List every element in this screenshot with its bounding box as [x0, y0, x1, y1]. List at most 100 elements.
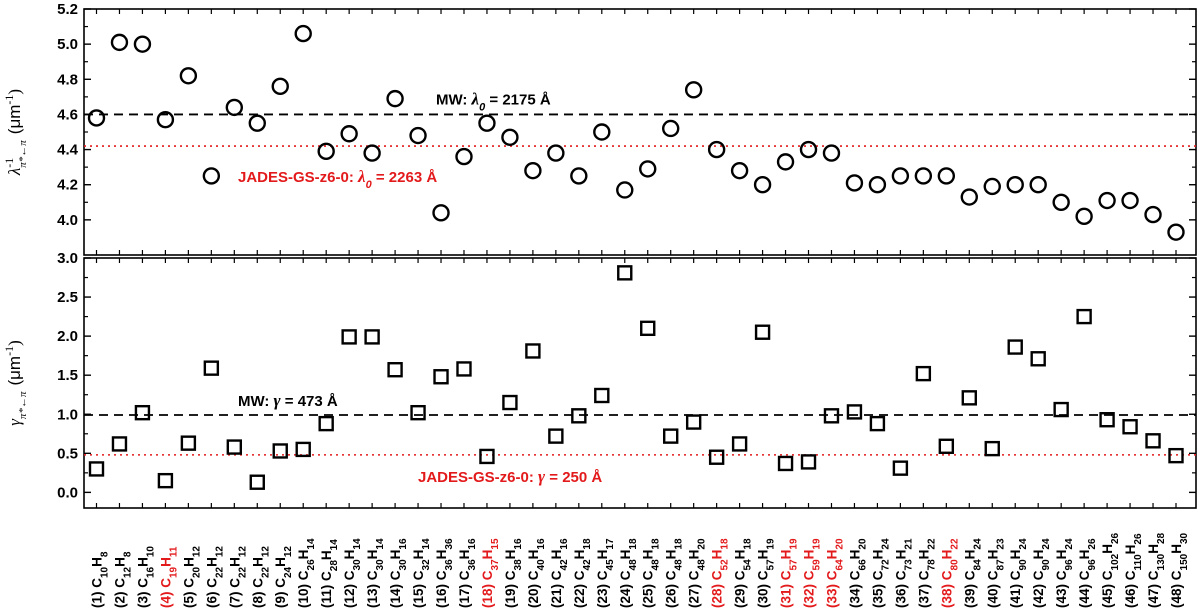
data-point: [891, 167, 910, 185]
data-point: [684, 81, 703, 99]
y-axis-label: λ-1π*←π(μm-1): [2, 89, 29, 176]
category-label: (7) C22H12: [227, 546, 248, 608]
category-label: (3) C16H10: [135, 546, 156, 608]
data-point: [800, 454, 817, 470]
y-tick-label: 4.2: [57, 177, 78, 194]
data-point: [1029, 176, 1047, 194]
data-point: [570, 167, 588, 185]
data-point: [294, 24, 312, 43]
data-point: [525, 343, 541, 359]
y-tick-label: 3.0: [57, 250, 78, 267]
category-label: (15) C32H14: [411, 538, 432, 608]
data-point: [110, 33, 129, 52]
category-label: (24) C48H18: [618, 538, 639, 608]
data-point: [156, 110, 175, 129]
category-label: (48) C150H30: [1169, 532, 1190, 608]
data-point: [892, 460, 909, 476]
data-point: [433, 369, 449, 385]
data-point: [386, 89, 404, 108]
jades-annotation: JADES-GS-z6-0: γ = 250 Å: [418, 467, 602, 486]
data-point: [754, 324, 771, 340]
x-category-labels: (1) C10H8(2) C12H8(3) C16H10(4) C19H11(5…: [90, 532, 1190, 608]
data-point: [317, 142, 335, 161]
plot-frame: [83, 257, 1197, 509]
y-tick-label: 0.5: [57, 445, 78, 462]
category-label: (11) C28H14: [319, 539, 340, 608]
data-point: [845, 174, 864, 192]
y-tick-label: 1.5: [57, 367, 78, 384]
category-label: (34) C66H20: [847, 538, 868, 608]
data-point: [1007, 339, 1023, 355]
data-point: [134, 404, 151, 421]
category-label: (42) C90H24: [1031, 538, 1052, 608]
category-label: (12) C30H14: [342, 538, 363, 608]
data-point: [617, 265, 633, 281]
y-tick-label: 4.6: [57, 106, 78, 123]
data-point: [157, 472, 174, 489]
y-tick-label: 4.0: [57, 212, 78, 229]
data-point: [271, 77, 289, 96]
data-point: [502, 394, 518, 411]
data-point: [1006, 176, 1024, 194]
data-point: [387, 362, 403, 378]
category-label: (6) C22H12: [204, 546, 225, 608]
category-label: (2) C12H8: [112, 551, 132, 608]
data-point: [731, 436, 748, 452]
data-point: [593, 123, 611, 141]
data-point: [961, 390, 977, 406]
category-label: (10) C26H14: [296, 538, 317, 608]
category-label: (22) C42H18: [572, 538, 593, 608]
data-point: [1030, 351, 1046, 367]
data-point: [1076, 308, 1092, 325]
data-point: [776, 153, 795, 171]
data-point: [822, 144, 841, 162]
data-point: [730, 161, 749, 180]
panel-bottom: 0.0 0.5 1.0 1.5 2.0 2.5 3.0 γπ*←π(μm-1) MW: γ = …: [2, 250, 1197, 509]
category-label: (30) C57H19: [756, 538, 777, 608]
category-label: (40) C87H23: [985, 538, 1006, 608]
y-tick-label: 4.8: [57, 71, 78, 88]
category-label: (29) C54H18: [733, 538, 754, 608]
data-point: [616, 181, 634, 199]
category-label: (8) C22H12: [250, 546, 271, 608]
data-point: [340, 125, 358, 143]
category-label: (37) C78H22: [916, 538, 937, 608]
data-point: [594, 387, 610, 404]
data-point: [1167, 223, 1185, 241]
category-label: (20) C40H16: [526, 538, 547, 608]
category-label: (41) C90H24: [1008, 538, 1029, 608]
data-point: [432, 204, 450, 222]
data-point: [364, 329, 380, 345]
data-point: [87, 109, 106, 127]
plot-frame: [83, 8, 1197, 256]
data-point: [295, 441, 311, 458]
category-label: (14) C30H16: [388, 538, 409, 608]
data-point: [363, 144, 381, 162]
category-label: (5) C20H12: [181, 546, 202, 608]
data-point: [1168, 447, 1184, 464]
y-tick-label: 2.5: [57, 289, 78, 306]
data-point: [272, 443, 288, 459]
category-label: (9) C24H12: [273, 546, 294, 608]
data-point: [133, 35, 152, 53]
data-point: [707, 140, 726, 159]
data-point: [662, 119, 680, 138]
data-point: [846, 404, 863, 420]
data-point: [226, 439, 243, 455]
data-point: [410, 404, 426, 421]
data-point: [1099, 412, 1115, 428]
category-label: (31) C57H19: [779, 538, 800, 608]
category-label: (45) C102H26: [1100, 532, 1121, 608]
data-point: [823, 408, 840, 424]
category-label: (25) C48H18: [641, 538, 662, 608]
mw-annotation: MW: λ0 = 2175 Å: [436, 89, 551, 113]
data-point: [455, 147, 473, 166]
y-tick-label: 2.0: [57, 328, 78, 345]
data-point: [937, 167, 956, 185]
data-point: [914, 167, 933, 185]
category-label: (19) C38H16: [503, 538, 524, 608]
category-label: (32) C59H19: [802, 538, 823, 608]
data-point: [548, 428, 564, 444]
y-axis-label: γπ*←π(μm-1): [2, 340, 29, 426]
category-label: (46) C110H26: [1123, 533, 1144, 608]
